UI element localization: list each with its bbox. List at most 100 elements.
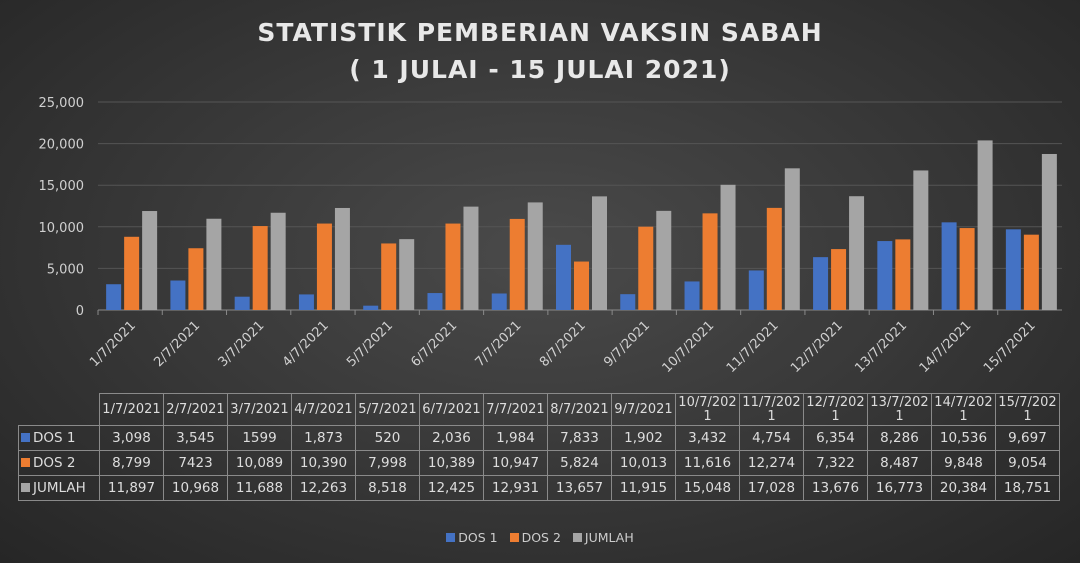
x-tick-label: 13/7/2021: [852, 318, 910, 376]
table-cell: 11,915: [611, 475, 676, 501]
bar-jumlah: [334, 207, 350, 310]
table-cell: 8,286: [867, 425, 932, 451]
x-tick-label: 4/7/2021: [280, 318, 332, 370]
x-tick-label: 8/7/2021: [537, 318, 589, 370]
table-header-cell: 8/7/2021: [547, 393, 612, 426]
y-tick-label: 0: [76, 304, 84, 319]
table-cell: 8,799: [99, 450, 164, 476]
table-cell: 11,897: [99, 475, 164, 501]
table-cell: 11,616: [675, 450, 740, 476]
bar-dos-2: [124, 236, 140, 310]
legend-item: JUMLAH: [572, 530, 634, 545]
table-cell: 12,931: [483, 475, 548, 501]
bar-dos-2: [188, 248, 204, 310]
table-header-cell: 5/7/2021: [355, 393, 420, 426]
bar-dos-2: [252, 226, 268, 310]
x-tick-label: 11/7/2021: [724, 318, 782, 376]
bar-dos-2: [509, 218, 525, 310]
bar-dos-1: [748, 270, 764, 310]
table-corner: [18, 393, 100, 426]
table-header-cell: 7/7/2021: [483, 393, 548, 426]
bar-jumlah: [270, 212, 286, 310]
y-tick-label: 25,000: [39, 96, 85, 111]
table-cell: 1,873: [291, 425, 356, 451]
bar-dos-2: [831, 249, 847, 310]
bar-jumlah: [527, 202, 543, 310]
chart-title-line-2: ( 1 JULAI - 15 JULAI 2021): [349, 55, 731, 84]
table-row-label: DOS 2: [18, 450, 100, 476]
bar-dos-1: [427, 293, 443, 310]
table-header-row: 1/7/2021 2/7/2021 3/7/2021 4/7/2021 5/7/2021…: [18, 393, 1060, 426]
table-cell: 7,833: [547, 425, 612, 451]
y-tick-label: 5,000: [47, 262, 84, 277]
table-cell: 9,848: [931, 450, 996, 476]
bar-dos-1: [363, 305, 379, 310]
table-cell: 3,098: [99, 425, 164, 451]
table-header-cell: 14/7/202 1: [931, 393, 996, 426]
table-cell: 10,013: [611, 450, 676, 476]
table-header-cell: 4/7/2021: [291, 393, 356, 426]
bar-jumlah: [399, 239, 415, 310]
table-row: DOS 2 8,799 7423 10,089 10,390 7,998 10,389 10,…: [18, 450, 1060, 476]
table-cell: 520: [355, 425, 420, 451]
bar-dos-1: [298, 294, 314, 310]
legend-swatch: [446, 533, 456, 542]
table-cell: 7,998: [355, 450, 420, 476]
table-cell: 9,697: [995, 425, 1060, 451]
chart-title: STATISTIK PEMBERIAN VAKSIN SABAH ( 1 JUL…: [0, 14, 1080, 88]
data-table: 1/7/2021 2/7/2021 3/7/2021 4/7/2021 5/7/2021…: [18, 393, 1060, 501]
bar-dos-2: [574, 261, 589, 310]
legend-item: DOS 2: [509, 530, 561, 545]
table-cell: 10,947: [483, 450, 548, 476]
table-cell: 9,054: [995, 450, 1060, 476]
table-cell: 10,390: [291, 450, 356, 476]
table-cell: 4,754: [739, 425, 804, 451]
table-header-cell: 2/7/2021: [163, 393, 228, 426]
x-tick-label: 5/7/2021: [344, 318, 396, 370]
bar-jumlah: [656, 210, 672, 310]
table-cell: 13,676: [803, 475, 868, 501]
x-tick-label: 10/7/2021: [660, 318, 718, 376]
table-cell: 8,518: [355, 475, 420, 501]
legend-item: DOS 1: [446, 530, 498, 545]
x-tick-label: 3/7/2021: [216, 318, 268, 370]
table-cell: 1,902: [611, 425, 676, 451]
table-header-cell: 11/7/202 1: [739, 393, 804, 426]
table-cell: 10,389: [419, 450, 484, 476]
bar-dos-2: [766, 207, 782, 310]
table-cell: 16,773: [867, 475, 932, 501]
table-cell: 10,968: [163, 475, 228, 501]
table-cell: 10,089: [227, 450, 292, 476]
table-header-cell: 9/7/2021: [611, 393, 676, 426]
bar-dos-1: [877, 241, 893, 310]
bar-chart: 0 5,000 10,000 15,000 20,000 25,000 1/7/2021 2/…: [39, 96, 1062, 376]
bar-jumlah: [784, 168, 800, 310]
bar-jumlah: [592, 196, 607, 310]
bar-dos-1: [941, 222, 957, 310]
bar-dos-2: [895, 239, 911, 310]
table-cell: 1599: [227, 425, 292, 451]
bar-dos-1: [813, 257, 829, 310]
x-tick-label: 12/7/2021: [788, 318, 846, 376]
legend: DOS 1 DOS 2 JUMLAH: [0, 530, 1080, 545]
bar-dos-1: [684, 281, 700, 310]
table-cell: 2,036: [419, 425, 484, 451]
table-cell: 10,536: [931, 425, 996, 451]
table-row: JUMLAH 11,897 10,968 11,688 12,263 8,518 12,42…: [18, 475, 1060, 501]
table-header-cell: 10/7/202 1: [675, 393, 740, 426]
table-header-cell: 3/7/2021: [227, 393, 292, 426]
bar-jumlah: [849, 196, 865, 310]
table-cell: 5,824: [547, 450, 612, 476]
table-cell: 6,354: [803, 425, 868, 451]
bar-dos-1: [234, 296, 250, 310]
bar-dos-1: [106, 284, 122, 310]
y-tick-label: 15,000: [39, 179, 85, 194]
bar-dos-2: [316, 223, 332, 310]
table-cell: 3,545: [163, 425, 228, 451]
chart-title-line-1: STATISTIK PEMBERIAN VAKSIN SABAH: [257, 18, 823, 47]
bar-jumlah: [1041, 153, 1057, 310]
table-header-cell: 6/7/2021: [419, 393, 484, 426]
table-cell: 7,322: [803, 450, 868, 476]
table-cell: 18,751: [995, 475, 1060, 501]
bar-jumlah: [720, 184, 736, 310]
